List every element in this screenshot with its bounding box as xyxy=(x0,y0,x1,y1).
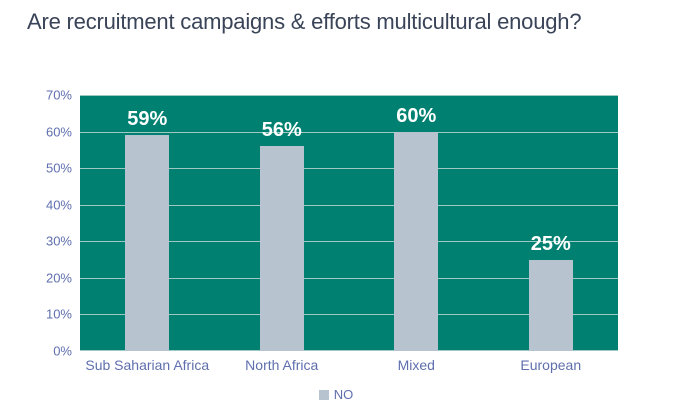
y-tick-label: 30% xyxy=(45,233,72,249)
y-tick-label: 60% xyxy=(45,124,72,140)
plot-area: 59% 56% 60% 25% xyxy=(80,95,618,351)
gridline xyxy=(80,314,618,316)
gridline xyxy=(80,277,618,279)
y-tick-label: 0% xyxy=(53,343,72,359)
y-axis: 0% 10% 20% 30% 40% 50% 60% 70% xyxy=(0,89,72,358)
y-tick-label: 70% xyxy=(45,87,72,103)
bar-value-label: 25% xyxy=(530,232,571,255)
gridline xyxy=(80,204,618,206)
chart-title: Are recruitment campaigns & efforts mult… xyxy=(27,9,582,34)
bar xyxy=(259,146,304,351)
gridline xyxy=(80,350,618,351)
x-category-label: Sub Saharian Africa xyxy=(85,357,210,373)
bar-slot: 56% xyxy=(215,95,350,351)
legend: NO xyxy=(0,388,672,401)
y-tick-label: 40% xyxy=(45,197,72,213)
x-category-label: Mixed xyxy=(397,357,435,373)
bar-value-label: 59% xyxy=(127,108,168,131)
bar-value-label: 56% xyxy=(261,119,302,142)
bar-slot: 59% xyxy=(80,95,215,351)
gridline xyxy=(80,241,618,243)
y-tick-label: 10% xyxy=(45,306,72,322)
bar xyxy=(394,131,439,351)
y-tick-label: 50% xyxy=(45,160,72,176)
gridline xyxy=(80,131,618,133)
bar xyxy=(528,259,573,351)
x-category-label: North Africa xyxy=(245,357,319,373)
legend-swatch-no xyxy=(318,389,329,400)
x-axis: Sub Saharian Africa North Africa Mixed Euro… xyxy=(80,357,618,373)
x-category-label: European xyxy=(520,357,582,373)
bar-slot: 25% xyxy=(484,95,619,351)
gridline xyxy=(80,95,618,96)
y-tick-label: 20% xyxy=(45,270,72,286)
bar-slot: 60% xyxy=(349,95,484,351)
legend-label-no: NO xyxy=(333,387,354,402)
gridline xyxy=(80,168,618,170)
bar-value-label: 60% xyxy=(396,104,437,127)
bar xyxy=(125,135,170,351)
